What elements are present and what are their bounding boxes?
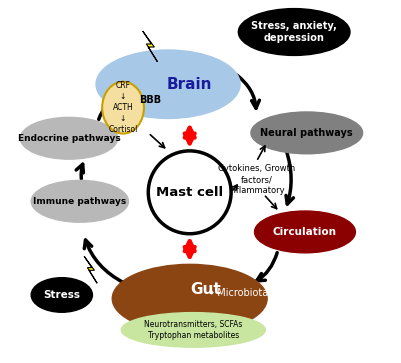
Text: Gut: Gut	[190, 282, 221, 297]
Text: Immune pathways: Immune pathways	[33, 197, 126, 206]
Text: Neural pathways: Neural pathways	[261, 128, 353, 138]
FancyArrowPatch shape	[84, 240, 124, 283]
Ellipse shape	[102, 82, 144, 134]
Ellipse shape	[112, 264, 267, 333]
Ellipse shape	[238, 9, 350, 56]
FancyArrowPatch shape	[76, 164, 83, 179]
Ellipse shape	[251, 112, 363, 154]
Polygon shape	[143, 31, 158, 62]
FancyArrowPatch shape	[286, 150, 294, 204]
Ellipse shape	[96, 50, 240, 118]
Circle shape	[148, 151, 231, 234]
Text: BBB: BBB	[139, 95, 161, 105]
Text: Cytokines, Growth
factors/
Inflammatory: Cytokines, Growth factors/ Inflammatory	[218, 164, 295, 195]
Ellipse shape	[255, 211, 355, 253]
Text: Stress, anxiety,
depression: Stress, anxiety, depression	[251, 21, 337, 43]
Text: Endocrine pathways: Endocrine pathways	[18, 134, 120, 143]
Text: → Microbiota: → Microbiota	[206, 288, 268, 298]
FancyArrowPatch shape	[257, 253, 277, 281]
Ellipse shape	[20, 117, 117, 159]
FancyArrowPatch shape	[237, 75, 259, 108]
Ellipse shape	[121, 313, 265, 347]
Text: Mast cell: Mast cell	[156, 186, 223, 199]
Text: Circulation: Circulation	[273, 227, 337, 237]
Text: Brain: Brain	[167, 77, 213, 92]
FancyArrowPatch shape	[99, 97, 117, 119]
Text: Stress: Stress	[43, 290, 80, 300]
Polygon shape	[84, 256, 97, 283]
Ellipse shape	[31, 180, 128, 222]
Text: CRF
↓
ACTH
↓
Cortisol: CRF ↓ ACTH ↓ Cortisol	[108, 81, 138, 134]
Ellipse shape	[31, 278, 93, 312]
Text: Neurotransmitters, SCFAs
Tryptophan metabolites: Neurotransmitters, SCFAs Tryptophan meta…	[144, 320, 243, 340]
